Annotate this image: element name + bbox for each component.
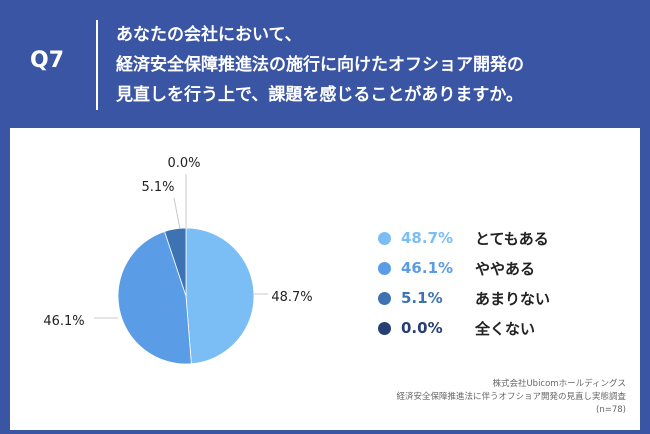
question-divider	[96, 20, 98, 110]
leader-line-3	[173, 197, 181, 230]
legend-percent: 0.0%	[401, 319, 443, 337]
slice-value-label-3: 5.1%	[141, 180, 174, 195]
pie-slice-2	[117, 230, 192, 365]
legend-label: ややある	[475, 259, 536, 278]
legend-item: 5.1% あまりない	[378, 283, 618, 313]
question-text: あなたの会社において、 経済安全保障推進法の施行に向けたオフショア開発の 見直し…	[116, 20, 636, 110]
legend-item: 0.0% 全くない	[378, 313, 618, 343]
legend-item: 48.7% とてもある	[378, 223, 618, 253]
source-note: 株式会社Ubicomホールディングス 経済安全保障推進法に伴うオフショア開発の見…	[396, 378, 626, 417]
question-line-3: 見直しを行う上で、課題を感じることがありますか。	[116, 85, 523, 105]
slice-value-label-4: 0.0%	[167, 156, 200, 171]
source-sample-size: (n=78)	[596, 405, 626, 415]
chart-panel: 48.7% 46.1% 5.1% 0.0% 48.7% とてもある 46.1% ややある 5.…	[10, 128, 640, 430]
legend-swatch	[378, 321, 391, 335]
question-number: Q7	[30, 48, 65, 73]
source-survey: 経済安全保障推進法に伴うオフショア開発の見直し実態調査	[396, 392, 626, 402]
legend-label: あまりない	[475, 289, 551, 308]
legend-percent: 5.1%	[401, 289, 443, 307]
question-line-1: あなたの会社において、	[116, 25, 302, 45]
legend-swatch	[378, 261, 391, 275]
slice-value-label-1: 48.7%	[271, 290, 312, 305]
pie-chart: 48.7% 46.1% 5.1% 0.0%	[43, 156, 313, 365]
legend-label: とてもある	[475, 229, 549, 248]
legend-percent: 48.7%	[401, 229, 454, 247]
legend-label: 全くない	[475, 319, 536, 338]
source-company: 株式会社Ubicomホールディングス	[492, 379, 626, 389]
legend-item: 46.1% ややある	[378, 253, 618, 283]
legend-swatch	[378, 231, 391, 245]
pie-slice-1	[185, 227, 255, 365]
question-line-2: 経済安全保障推進法の施行に向けたオフショア開発の	[116, 55, 524, 75]
legend-percent: 46.1%	[401, 259, 454, 277]
legend-swatch	[378, 291, 391, 305]
slice-value-label-2: 46.1%	[43, 314, 84, 329]
chart-legend: 48.7% とてもある 46.1% ややある 5.1% あまりない 0.0% 全くない	[378, 223, 618, 343]
